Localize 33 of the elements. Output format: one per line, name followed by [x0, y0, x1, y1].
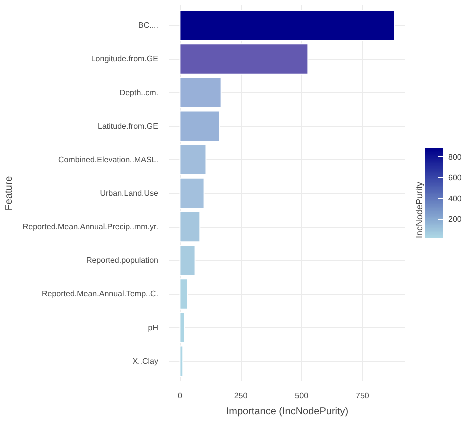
y-tick-label: Longitude.from.GE	[91, 54, 159, 64]
y-tick-label: Latitude.from.GE	[98, 122, 159, 131]
bar	[180, 211, 201, 243]
x-tick-label: 250	[234, 392, 248, 400]
bar	[180, 245, 196, 276]
x-axis-title: Importance (IncNodePurity)	[226, 406, 349, 418]
y-tick-label: Reported.Mean.Annual.Precip..mm.yr.	[22, 222, 159, 232]
color-bar-label: 600	[448, 174, 462, 183]
y-tick-label: Reported.population	[86, 256, 159, 266]
bar	[180, 144, 207, 176]
bar	[180, 10, 396, 42]
color-bar-label: 200	[448, 215, 462, 224]
color-bar-label: 400	[448, 194, 462, 204]
y-tick-label: Urban.Land.Use	[100, 189, 160, 198]
x-tick-label: 500	[295, 392, 310, 400]
bar	[180, 278, 188, 310]
y-tick-label: BC....	[138, 21, 159, 30]
y-tick-label: Depth..cm.	[120, 88, 159, 98]
x-tick-label: 0	[178, 392, 183, 400]
y-axis-title: Feature	[4, 176, 15, 211]
bar	[180, 44, 309, 75]
bar	[180, 110, 220, 142]
y-tick-label: X..Clay	[132, 356, 159, 366]
bar	[180, 346, 184, 377]
y-tick-label: Combined.Elevation..MASL.	[58, 155, 159, 164]
color-bar-title: IncNodePurity	[414, 181, 424, 238]
y-tick-label: pH	[148, 323, 159, 332]
y-tick-label: Reported.Mean.Annual.Temp..C.	[42, 290, 159, 299]
x-tick-label: 750	[356, 392, 370, 400]
bar	[180, 178, 205, 210]
bar	[180, 77, 222, 108]
bar	[180, 312, 186, 344]
color-bar-label: 800	[448, 152, 462, 162]
